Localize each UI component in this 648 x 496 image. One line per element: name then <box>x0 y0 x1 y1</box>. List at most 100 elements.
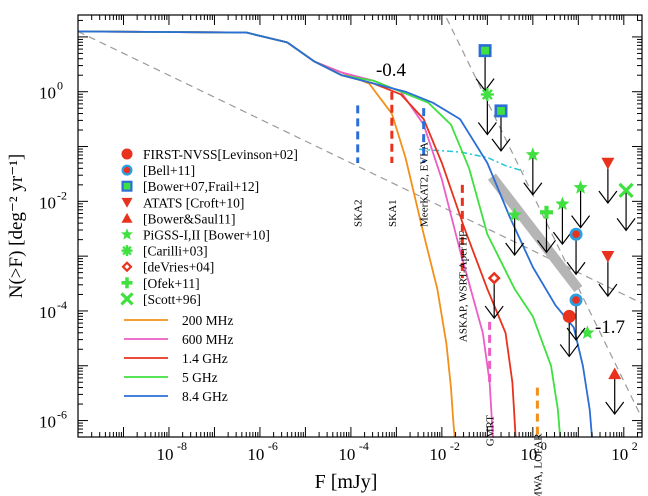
slope-label-flat: -0.4 <box>376 60 407 81</box>
survey-limit-label-6: MWA, LOFAR <box>532 433 544 496</box>
data-point-2-inner <box>497 107 505 115</box>
slope-label-steep: -1.7 <box>595 317 625 338</box>
data-point-4 <box>507 207 522 222</box>
legend-label-6: PiGSS-I,II [Bower+10] <box>143 228 270 243</box>
data-point-10 <box>487 271 501 285</box>
legend-label-3: [Bower+07,Frail+12] <box>143 179 259 194</box>
y-tick-label-4: 10 <box>39 413 56 432</box>
data-point-9-shape <box>580 325 595 339</box>
data-point-10-inner <box>491 275 498 281</box>
legend-label-2: [Bell+11] <box>143 163 195 178</box>
legend-marker-5-shape <box>121 212 133 223</box>
slope-line-2 <box>444 15 642 419</box>
x-tick-exponent-5: 0 <box>541 439 547 453</box>
y-tick-label-2: 10 <box>39 193 56 212</box>
legend-marker-9-v <box>125 277 129 289</box>
legend-marker-1-shape <box>121 148 133 160</box>
reference-line-layer <box>78 15 642 419</box>
x-tick-exponent-1: -8 <box>177 439 187 453</box>
legend-label-8: [deVries+04] <box>143 260 214 275</box>
x-tick-label-6: 10 <box>611 445 628 464</box>
legend-marker-5 <box>121 212 133 223</box>
y-tick-exponent-2: -2 <box>57 188 67 202</box>
legend-marker-2-inner <box>123 166 131 174</box>
survey-limit-label-1: SKA2 <box>353 199 365 227</box>
data-point-8-arrow-head <box>571 215 591 229</box>
legend-line-label-4: 5 GHz <box>182 370 218 385</box>
data-point-17-b <box>618 182 634 199</box>
legend-marker-7 <box>121 245 133 257</box>
gray-band-layer <box>487 173 583 293</box>
legend-marker-10 <box>120 292 134 306</box>
legend-marker-3-inner <box>123 182 131 190</box>
legend-marker-6-shape <box>121 228 133 240</box>
data-point-7 <box>555 196 570 211</box>
data-point-14-arrow-head <box>598 190 618 204</box>
legend-marker-4-shape <box>121 197 133 208</box>
data-point-7-arrow-head <box>552 231 572 246</box>
data-point-12-arrow-head <box>566 327 586 341</box>
data-point-10-arrow-head <box>484 305 504 320</box>
data-point-3-arrow-head <box>477 122 497 136</box>
legend-marker-7-ray-3 <box>122 245 132 256</box>
series-layer <box>78 30 593 437</box>
legend-marker-6 <box>121 228 133 240</box>
data-point-14-shape <box>601 157 615 170</box>
survey-limit-label-5: GMRT <box>485 415 497 446</box>
data-point-5-shape <box>525 147 540 161</box>
legend-label-4: ATATS [Croft+10] <box>143 195 244 210</box>
legend-marker-10-b <box>120 292 134 306</box>
survey-limit-label-2: SKA1 <box>387 199 399 227</box>
legend-label-1: FIRST-NVSS[Levinson+02] <box>143 147 298 162</box>
data-point-6 <box>539 205 553 219</box>
data-point-9 <box>580 325 595 339</box>
data-point-6-arrow-head <box>537 239 556 254</box>
data-point-8-shape <box>573 180 588 194</box>
legend-line-label-2: 600 MHz <box>182 332 233 347</box>
data-point-15-arrow-head <box>598 283 618 298</box>
x-tick-label-1: 10 <box>156 445 173 464</box>
axes-layer: -0.4 -1.7 SKA2 SKA1 MeerKAT2, EVLA ASKAP, WSR… <box>39 15 642 496</box>
data-point-12-inner <box>572 296 580 304</box>
data-point-5-arrow-head <box>523 182 543 196</box>
data-point-11-inner <box>572 230 580 238</box>
legend-line-label-5: 8.4 GHz <box>182 389 228 404</box>
data-point-11-arrow-head <box>566 261 586 276</box>
y-tick-label-3: 10 <box>39 303 56 322</box>
legend-line-label-1: 200 MHz <box>182 313 233 328</box>
survey-limit-label-4: ASKAP, WSRT-AperTIF <box>457 231 469 342</box>
data-point-6-v <box>544 205 549 219</box>
data-point-3 <box>480 87 494 101</box>
legend-marker-3 <box>121 180 133 192</box>
data-point-1 <box>478 44 492 58</box>
y-tick-label-1: 10 <box>39 84 56 103</box>
data-point-13 <box>562 309 576 323</box>
points-layer <box>475 44 636 415</box>
data-point-15 <box>601 250 615 263</box>
data-point-2 <box>494 104 508 118</box>
data-point-5 <box>525 147 540 161</box>
legend-label-10: [Scott+96] <box>143 292 201 307</box>
legend-marker-8 <box>121 261 133 273</box>
x-tick-label-4: 10 <box>429 445 446 464</box>
series-line-8-4-ghz <box>78 30 593 437</box>
slope-line-1 <box>78 30 642 304</box>
legend-marker-8-inner <box>124 264 130 270</box>
data-point-17 <box>618 182 634 199</box>
legend-label-9: [Ofek+11] <box>143 276 200 291</box>
gray-band <box>487 173 583 293</box>
plot-frame <box>77 14 643 438</box>
legend-marker-9 <box>121 277 133 289</box>
legend-line-label-3: 1.4 GHz <box>182 351 228 366</box>
data-point-7-shape <box>555 196 570 211</box>
data-point-1-inner <box>481 46 489 55</box>
data-point-15-shape <box>601 250 615 263</box>
x-tick-label-5: 10 <box>520 445 537 464</box>
data-point-2-arrow-head <box>491 138 511 152</box>
y-tick-exponent-3: -4 <box>57 298 67 312</box>
legend: FIRST-NVSS[Levinson+02][Bell+11][Bower+0… <box>120 147 298 404</box>
x-tick-exponent-3: -4 <box>359 439 369 453</box>
x-axis-label: F [mJy] <box>315 471 378 493</box>
x-tick-exponent-2: -6 <box>268 439 278 453</box>
